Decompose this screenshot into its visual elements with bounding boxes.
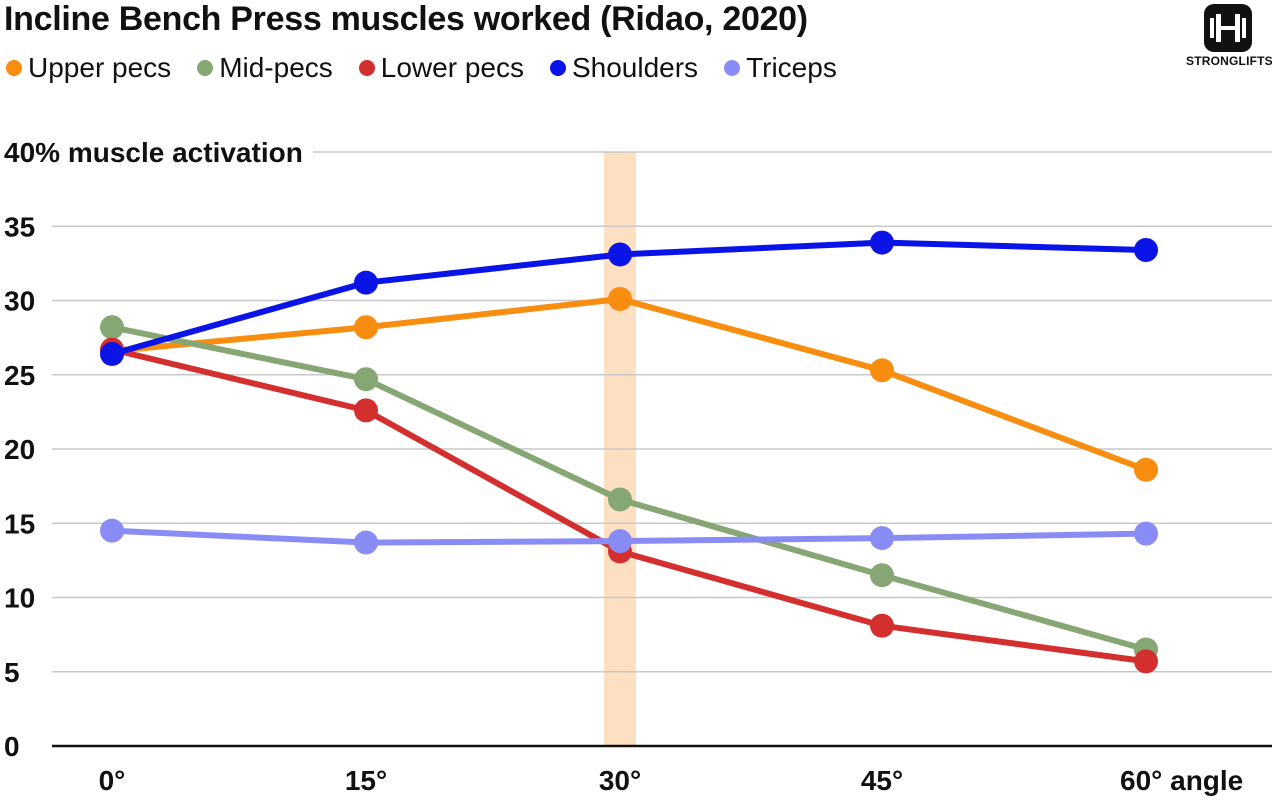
y-tick-label: 15 xyxy=(4,508,35,539)
y-tick-label: 35 xyxy=(4,211,35,242)
brand-name: STRONGLIFTS xyxy=(1186,54,1272,68)
data-point xyxy=(1134,649,1158,674)
legend-dot-icon xyxy=(197,60,214,76)
data-point xyxy=(354,367,378,392)
y-tick-label: 30 xyxy=(4,286,35,317)
data-point xyxy=(608,529,632,554)
legend-label: Triceps xyxy=(746,52,837,83)
barbell-logo-icon xyxy=(1204,4,1252,52)
data-point xyxy=(870,230,894,255)
legend-label: Shoulders xyxy=(571,52,699,83)
series-shoulders xyxy=(100,230,1158,366)
legend-dot-icon xyxy=(358,60,375,76)
data-point xyxy=(870,613,894,638)
data-point xyxy=(100,315,124,340)
data-point xyxy=(100,341,124,366)
legend-label: Lower pecs xyxy=(380,52,524,83)
data-point xyxy=(354,530,378,555)
x-tick-label: 60° angle xyxy=(1120,765,1243,796)
y-tick-label: 0 xyxy=(4,731,20,762)
legend-item: Mid-pecs xyxy=(197,52,333,84)
x-tick-label: 15° xyxy=(345,765,387,796)
data-point xyxy=(608,487,632,512)
data-point xyxy=(100,518,124,543)
y-tick-label: 5 xyxy=(4,657,20,688)
data-point xyxy=(870,563,894,588)
legend-dot-icon xyxy=(549,60,566,76)
data-point xyxy=(354,398,378,423)
legend-dot-icon xyxy=(724,60,741,76)
data-point xyxy=(354,315,378,340)
legend-item: Triceps xyxy=(724,52,837,84)
data-point xyxy=(354,270,378,295)
data-point xyxy=(1134,521,1158,546)
y-tick-label: 40% muscle activation xyxy=(4,137,303,168)
legend-dot-icon xyxy=(6,60,22,76)
chart-title: Incline Bench Press muscles worked (Rida… xyxy=(4,0,808,38)
legend-label: Upper pecs xyxy=(28,52,172,83)
legend-item: Upper pecs xyxy=(6,52,171,84)
legend-label: Mid-pecs xyxy=(219,52,333,83)
x-tick-label: 30° xyxy=(599,765,641,796)
x-tick-label: 0° xyxy=(99,765,126,796)
y-axis-title-backing xyxy=(0,135,313,170)
data-point xyxy=(1134,457,1158,482)
y-tick-label: 10 xyxy=(4,583,35,614)
legend: Upper pecs Mid-pecs Lower pecs Shoulders Tri… xyxy=(6,52,837,84)
data-point xyxy=(608,287,632,312)
legend-item: Lower pecs xyxy=(358,52,524,84)
data-point xyxy=(608,242,632,267)
legend-item: Shoulders xyxy=(549,52,699,84)
y-tick-label: 25 xyxy=(4,360,35,391)
x-tick-label: 45° xyxy=(861,765,903,796)
y-tick-label: 20 xyxy=(4,434,35,465)
series-triceps xyxy=(100,518,1158,555)
data-point xyxy=(1134,238,1158,263)
data-point xyxy=(870,358,894,383)
data-point xyxy=(870,526,894,551)
brand-logo: STRONGLIFTS xyxy=(1186,4,1272,68)
